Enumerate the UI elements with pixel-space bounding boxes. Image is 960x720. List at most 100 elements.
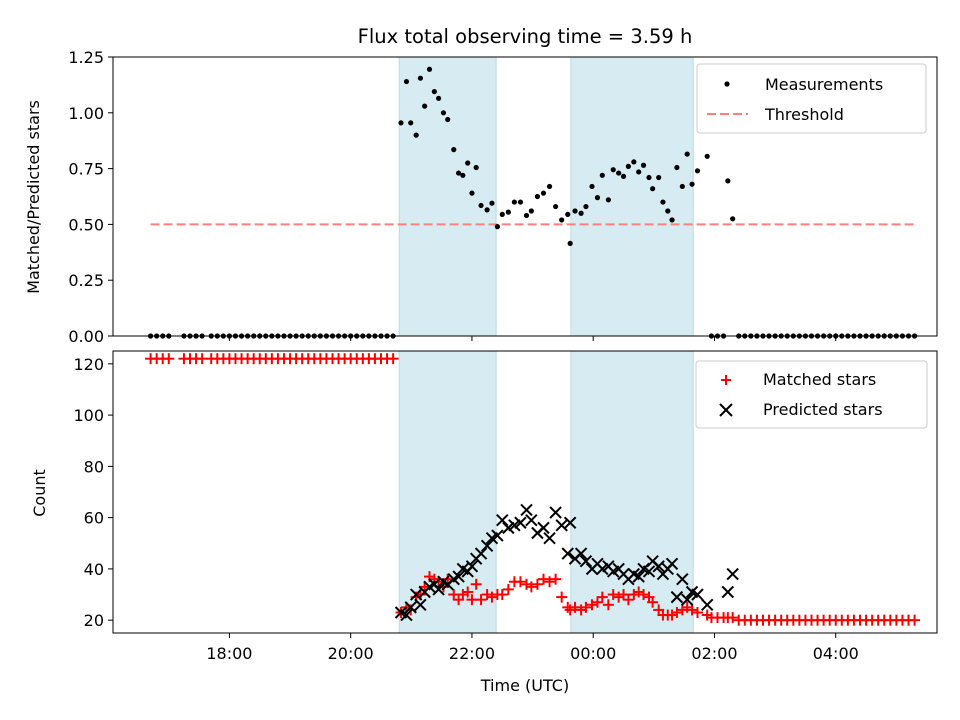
matched-star-point: [475, 594, 487, 606]
matched-star-point: [575, 604, 587, 616]
shaded-span: [398, 56, 497, 337]
matched-star-point: [676, 604, 688, 616]
measurement-point: [589, 183, 595, 190]
measurement-point: [620, 173, 627, 180]
legend-box: [696, 63, 927, 134]
legend-label-matched: Matched stars: [763, 370, 876, 389]
y-tick-label: 1.25: [68, 48, 104, 67]
predicted-star-point: [474, 547, 488, 560]
measurement-point: [625, 163, 631, 169]
matched-star-point: [618, 589, 630, 601]
measurement-point: [650, 186, 656, 192]
measurement-point: [494, 224, 501, 230]
x-axis-ticks: 18:00 20:00 22:00 00:00 02:00 04:00: [206, 633, 859, 663]
matched-star-point: [671, 606, 683, 618]
matched-star-point: [569, 601, 581, 613]
measurement-point: [528, 208, 534, 214]
matched-star-point: [486, 591, 498, 603]
predicted-star-point: [642, 565, 656, 578]
predicted-star-point: [491, 529, 504, 542]
matched-star-point: [586, 599, 598, 611]
matched-star-point: [628, 589, 640, 601]
measurement-point: [478, 202, 484, 209]
predicted-star-point: [520, 503, 533, 517]
matched-star-point: [387, 353, 399, 365]
star-count-panel: 20 40 60 80 100 120 18:00 20:00 22:00 00:00 02:00…: [30, 350, 938, 695]
matched-star-point: [591, 596, 603, 608]
y-tick-label: 1.00: [68, 104, 104, 123]
measurement-point: [465, 160, 471, 166]
measurement-point: [689, 181, 695, 187]
measurement-point: [631, 159, 637, 165]
predicted-star-point: [480, 539, 494, 553]
predicted-star-point: [574, 547, 588, 560]
legend-box: [695, 360, 928, 429]
y-tick-label: 40: [84, 560, 104, 579]
matched-star-point: [613, 591, 625, 603]
measurement-point: [583, 203, 589, 210]
matched-star-point: [470, 578, 482, 590]
predicted-star-point: [514, 516, 527, 529]
matched-star-point: [537, 573, 549, 585]
legend-label-measurements: Measurements: [765, 75, 883, 94]
matched-star-point: [622, 594, 634, 606]
measurement-point: [499, 211, 505, 217]
measurement-point: [445, 116, 451, 123]
measurement-point: [523, 212, 530, 219]
legend-x-marker: [719, 403, 733, 417]
measurement-point: [511, 199, 517, 205]
y-tick-label: 100: [73, 406, 104, 425]
y-tick-label: 80: [84, 457, 104, 476]
measurement-point: [435, 95, 442, 101]
matched-star-point: [580, 601, 592, 613]
y-tick-label: 0.25: [68, 271, 104, 290]
legend-label-predicted: Predicted stars: [763, 400, 883, 419]
axes-frame: [112, 56, 938, 337]
matched-star-point: [638, 589, 650, 601]
y-axis-label: Matched/Predicted stars: [24, 100, 43, 294]
x-axis-label: Time (UTC): [480, 676, 569, 695]
x-tick-label: 04:00: [813, 644, 859, 663]
matched-star-point: [462, 586, 474, 598]
y-tick-label: 0.75: [68, 160, 104, 179]
y-tick-label: 120: [73, 355, 104, 374]
measurement-point: [469, 190, 475, 196]
matched-star-point: [514, 576, 526, 588]
predicted-star-point: [561, 547, 574, 560]
measurement-point: [517, 199, 524, 205]
predicted-star-point: [409, 588, 423, 601]
shaded-span: [398, 350, 497, 634]
measurement-point: [594, 195, 601, 201]
predicted-star-point: [414, 598, 427, 612]
measurement-point: [403, 78, 410, 85]
axes-frame: [112, 350, 938, 634]
predicted-star-point: [555, 519, 568, 532]
measurement-point: [553, 203, 559, 210]
x-axis-ticks: [228, 336, 837, 341]
legend-label-threshold: Threshold: [764, 105, 844, 124]
measurement-point: [559, 217, 565, 223]
y-tick-label: 20: [84, 611, 104, 630]
matched-star-point: [727, 612, 739, 624]
matched-star-point: [564, 604, 576, 616]
x-tick-label: 00:00: [570, 644, 616, 663]
matched-star-point: [531, 578, 543, 590]
measurement-point: [534, 193, 541, 200]
shaded-span: [570, 350, 694, 634]
matched-star-point: [442, 573, 454, 585]
measurement-point: [578, 210, 584, 216]
measurement-point: [669, 217, 675, 223]
measurement-point: [725, 178, 731, 184]
y-axis-label: Count: [30, 469, 49, 517]
predicted-star-point: [496, 513, 509, 527]
measurement-point: [610, 167, 616, 173]
measurement-point: [694, 168, 701, 174]
flux-ratio-panel: 0.00 0.25 0.50 0.75 1.00 1.25 Flux total obse…: [24, 25, 938, 346]
measurement-point: [616, 170, 622, 176]
matched-star-point: [163, 353, 175, 365]
matched-star-point: [481, 589, 493, 601]
measurement-point: [398, 120, 404, 126]
predicted-star-point: [549, 506, 562, 519]
measurement-point: [408, 120, 414, 126]
